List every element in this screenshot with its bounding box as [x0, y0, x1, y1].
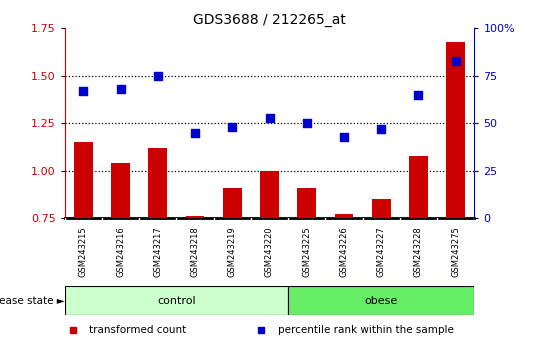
Text: obese: obese: [364, 296, 398, 306]
Text: GSM243217: GSM243217: [153, 227, 162, 277]
Bar: [298, 188, 316, 218]
Bar: [409, 155, 428, 218]
Point: [377, 126, 385, 132]
Bar: [148, 148, 167, 218]
Text: percentile rank within the sample: percentile rank within the sample: [278, 325, 453, 335]
Title: GDS3688 / 212265_at: GDS3688 / 212265_at: [193, 13, 346, 27]
Bar: [223, 188, 241, 218]
Bar: [372, 199, 391, 218]
Bar: [335, 215, 353, 218]
Text: GSM243227: GSM243227: [377, 227, 386, 277]
Text: GSM243226: GSM243226: [340, 227, 349, 277]
Text: GSM243218: GSM243218: [190, 227, 199, 277]
Point: [302, 120, 311, 126]
Bar: [74, 142, 93, 218]
Bar: [186, 216, 204, 218]
Point: [340, 134, 348, 139]
Point: [116, 86, 125, 92]
Bar: [111, 163, 130, 218]
Bar: [446, 42, 465, 218]
Text: GSM243216: GSM243216: [116, 227, 125, 277]
Point: [79, 88, 88, 94]
Text: GSM243275: GSM243275: [451, 227, 460, 277]
Text: control: control: [157, 296, 196, 306]
Text: GSM243215: GSM243215: [79, 227, 88, 277]
Text: GSM243228: GSM243228: [414, 227, 423, 277]
Text: GSM243219: GSM243219: [228, 227, 237, 277]
Text: disease state ►: disease state ►: [0, 296, 65, 306]
FancyBboxPatch shape: [288, 286, 474, 315]
Bar: [260, 171, 279, 218]
Text: GSM243225: GSM243225: [302, 227, 311, 277]
Point: [228, 124, 237, 130]
Point: [154, 73, 162, 79]
Text: transformed count: transformed count: [89, 325, 186, 335]
Point: [414, 92, 423, 98]
Point: [265, 115, 274, 120]
FancyBboxPatch shape: [65, 286, 288, 315]
Text: GSM243220: GSM243220: [265, 227, 274, 277]
Point: [191, 130, 199, 136]
Point: [451, 58, 460, 63]
